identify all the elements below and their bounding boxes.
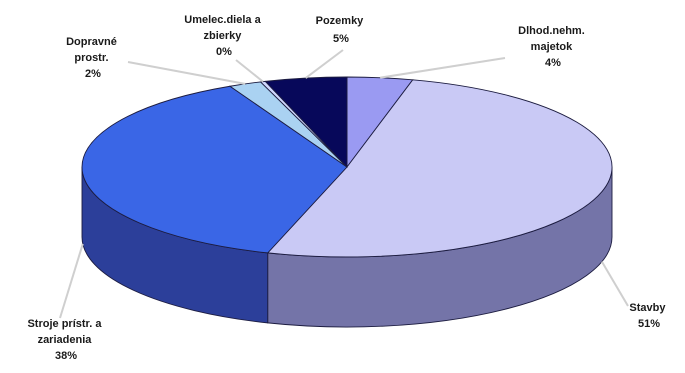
- leader-dlhod: [379, 57, 506, 79]
- label-doprav: Dopravné prostr. 2%: [66, 36, 120, 80]
- leader-doprav: [127, 61, 246, 85]
- label-dlhod: Dlhod.nehm. majetok 4%: [518, 25, 588, 69]
- pie-tops: [81, 76, 613, 258]
- leader-stroje: [59, 243, 84, 319]
- leader-pozemky: [305, 49, 344, 79]
- slice-stavby: [266, 79, 613, 258]
- slice-stroje: [81, 85, 348, 254]
- leader-lines: [59, 49, 629, 319]
- label-stavby: Stavby 51%: [629, 302, 668, 330]
- label-stroje: Stroje prístr. a zariadenia 38%: [27, 318, 104, 362]
- slice-pozemky: [264, 76, 348, 169]
- leader-umelec: [235, 59, 264, 83]
- label-pozemky: Pozemky 5%: [316, 15, 367, 45]
- leader-stavby: [601, 261, 629, 307]
- label-umelec: Umelec.diela a zbierky 0%: [184, 14, 264, 58]
